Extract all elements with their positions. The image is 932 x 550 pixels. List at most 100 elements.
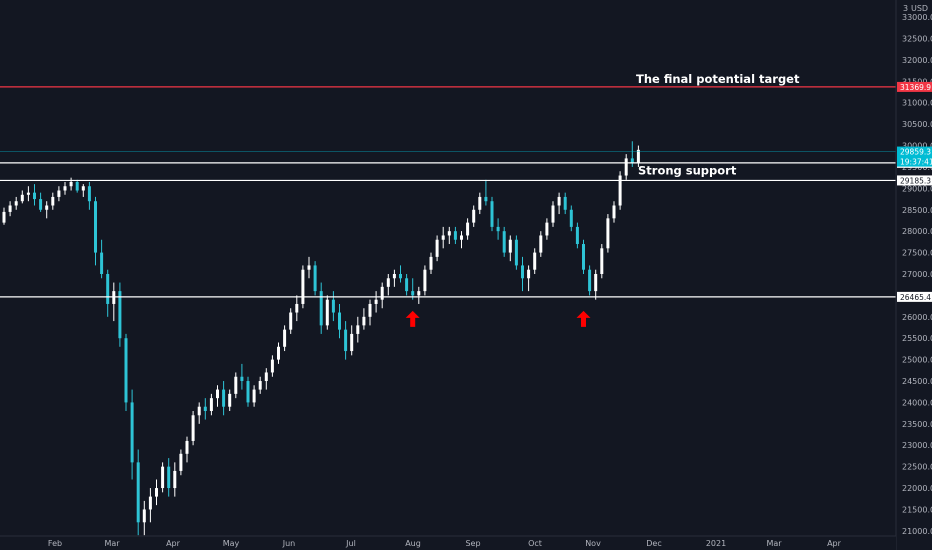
candle-body — [112, 291, 116, 304]
candle-body — [405, 278, 409, 292]
price-tag-bg — [897, 175, 932, 186]
candle-body — [618, 175, 622, 206]
candle-body — [69, 181, 73, 187]
time-axis[interactable] — [0, 536, 896, 550]
y-tick-label: 30000.0 — [902, 142, 932, 151]
candle-body — [368, 303, 372, 317]
candle-body — [588, 269, 592, 292]
x-tick-label: Feb — [48, 539, 62, 548]
y-tick-label: 27000.0 — [902, 270, 932, 279]
candle-body — [606, 218, 610, 249]
y-tick-label: 25000.0 — [902, 356, 932, 365]
x-tick-label: Jun — [282, 539, 296, 548]
candle-body — [222, 389, 226, 407]
y-tick-label: 28000.0 — [902, 227, 932, 236]
candle-body — [600, 248, 604, 274]
candle-body — [289, 312, 293, 330]
annotation-text: Strong support — [638, 163, 737, 177]
candle-body — [277, 346, 280, 360]
candle-body — [502, 231, 506, 253]
candle-body — [594, 273, 598, 292]
candle-body — [399, 273, 402, 279]
candle-body — [575, 226, 579, 245]
y-tick-label: 30500.0 — [902, 120, 932, 129]
candle-body — [539, 235, 543, 253]
annotation-text: The final potential target — [636, 72, 800, 86]
candle-body — [20, 194, 24, 202]
y-tick-label: 23000.0 — [902, 441, 932, 450]
y-tick-label: 28500.0 — [902, 206, 932, 215]
candle-body — [460, 235, 463, 240]
candle-body — [8, 205, 12, 212]
current-price-tag-bg — [897, 146, 932, 167]
candle-body — [325, 299, 329, 326]
candle-body — [344, 329, 348, 352]
candle-body — [283, 329, 287, 347]
up-arrow-icon — [576, 310, 591, 327]
candle-body — [472, 209, 476, 223]
y-tick-label: 23500.0 — [902, 420, 932, 429]
candle-body — [478, 196, 482, 210]
candle-body — [81, 186, 85, 191]
x-tick-label: May — [223, 539, 240, 548]
current-price-label: 29859.3 — [900, 148, 931, 157]
candle-body — [14, 201, 18, 206]
y-tick-label: 22500.0 — [902, 463, 932, 472]
y-tick-label: 32000.0 — [902, 56, 932, 65]
time-axis-ticks: Feb Mar Apr May Jun Jul Aug Sep Oct Nov Dec 2021 Mar… — [48, 539, 842, 548]
markers-layer — [405, 310, 591, 327]
candle-body — [386, 278, 390, 287]
candle-body — [527, 269, 531, 279]
candle-body — [551, 205, 555, 223]
x-tick-label: Apr — [827, 539, 842, 548]
candle-body — [533, 252, 537, 270]
candle-body — [338, 312, 341, 330]
annotations-layer: The final potential target Strong support — [636, 72, 800, 178]
candle-body — [630, 158, 634, 163]
candles-layer — [2, 141, 640, 536]
candle-body — [350, 333, 354, 352]
price-tag-label: 26465.4 — [900, 293, 931, 302]
candle-body — [252, 389, 256, 403]
candle-body — [417, 291, 421, 296]
candle-body — [264, 372, 268, 382]
candle-body — [612, 205, 616, 219]
x-tick-label: Mar — [104, 539, 120, 548]
corner-label: 3 — [903, 4, 908, 13]
candle-body — [130, 402, 134, 463]
x-tick-label: Nov — [585, 539, 601, 548]
candle-body — [148, 496, 152, 510]
candle-body — [173, 470, 177, 489]
currency-label[interactable]: USD — [911, 4, 928, 13]
x-tick-label: 2021 — [706, 539, 726, 548]
candle-body — [313, 265, 317, 292]
candle-body — [331, 299, 335, 313]
y-tick-label: 25500.0 — [902, 334, 932, 343]
candle-body — [380, 286, 384, 300]
candle-body — [484, 196, 488, 202]
x-tick-label: Oct — [528, 539, 542, 548]
candle-body — [124, 338, 128, 403]
candle-body — [557, 196, 561, 206]
price-tag-label: 29185.3 — [900, 176, 931, 185]
candle-body — [435, 239, 439, 257]
candle-body — [624, 158, 628, 176]
price-tag-label: 31369.9 — [900, 83, 931, 92]
candle-body — [118, 291, 122, 339]
candle-body — [374, 299, 378, 304]
candle-body — [75, 181, 79, 191]
candle-body — [563, 196, 567, 210]
candle-body — [185, 440, 189, 454]
candle-body — [301, 269, 305, 304]
y-tick-label: 22000.0 — [902, 484, 932, 493]
y-tick-label: 21500.0 — [902, 505, 932, 514]
candle-body — [87, 186, 91, 202]
candle-body — [191, 415, 195, 441]
horizontal-lines-layer — [0, 86, 896, 298]
y-tick-label: 24500.0 — [902, 377, 932, 386]
candle-body — [94, 201, 97, 253]
candle-body — [179, 453, 183, 471]
y-tick-label: 29000.0 — [902, 184, 932, 193]
candle-body — [106, 273, 110, 304]
